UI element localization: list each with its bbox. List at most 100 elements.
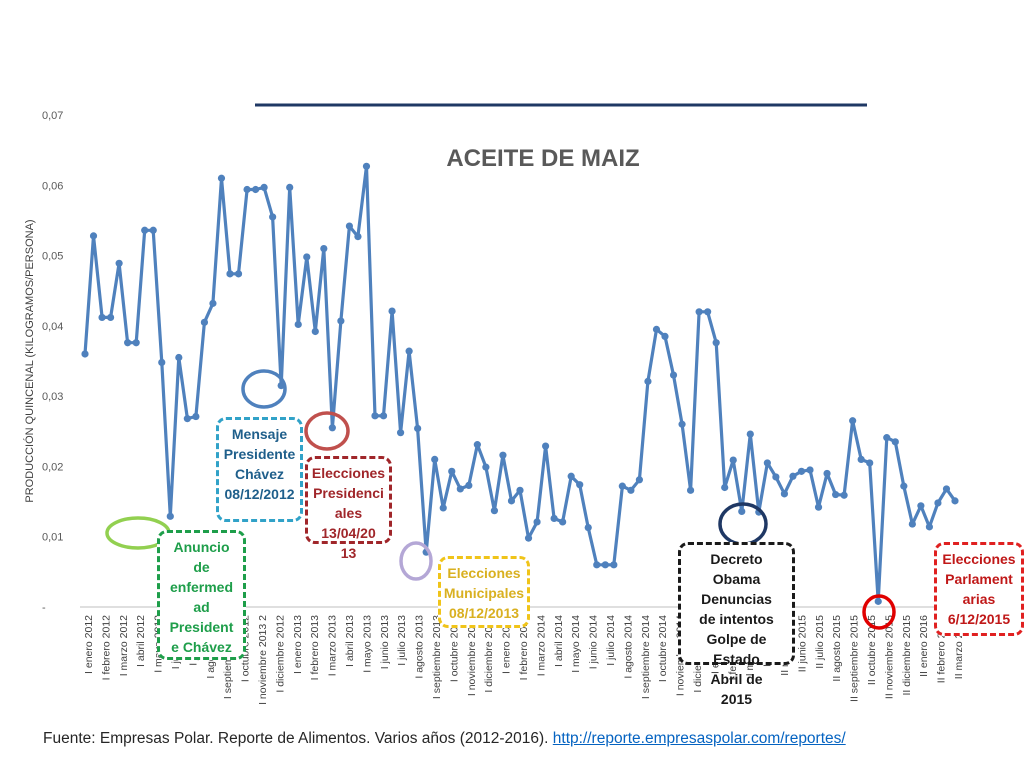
data-point [269, 213, 277, 221]
x-tick-label: II julio 2015 [814, 615, 826, 669]
data-point [115, 259, 123, 267]
data-point [209, 299, 217, 307]
x-tick-label: II agosto 2015 [831, 615, 843, 682]
data-point [618, 482, 626, 490]
source-link[interactable]: http://reporte.empresaspolar.com/reporte… [552, 730, 846, 747]
data-point [695, 308, 703, 316]
annotation-line: Mensaje [231, 426, 288, 442]
y-axis-ticks: - 0,01 0,02 0,03 0,04 0,05 0,06 0,07 [42, 110, 63, 614]
data-point [328, 424, 336, 432]
data-point [251, 185, 260, 194]
data-point [183, 415, 191, 423]
data-point [431, 455, 439, 463]
data-point [584, 523, 592, 532]
x-tick-label: I enero 2013 [292, 615, 304, 674]
data-point [712, 339, 720, 347]
data-point [524, 534, 533, 542]
x-tick-label: II noviembre 2015 [883, 615, 895, 699]
data-point [354, 232, 362, 241]
x-tick-label: I diciembre 2013 [483, 615, 495, 693]
source-footnote: Fuente: Empresas Polar. Reporte de Alime… [43, 730, 846, 748]
data-point [797, 467, 806, 475]
x-tick-label: I febrero 2013 [309, 615, 321, 681]
annotation-elecciones-municipales: Elecciones Municipales 08/12/2013 [438, 556, 530, 628]
data-point [644, 377, 652, 385]
y-tick-label: 0,04 [42, 321, 63, 333]
data-point [891, 438, 899, 446]
x-tick-label: II junio 2015 [796, 615, 808, 672]
x-tick-label: II septiembre 2015 [849, 615, 861, 702]
data-point [158, 358, 166, 367]
annotation-line: e Chávez [171, 639, 232, 655]
data-point [234, 270, 243, 278]
data-point [414, 424, 422, 433]
data-point [652, 325, 661, 333]
data-point [729, 456, 737, 464]
annotation-line: 08/12/2012 [224, 486, 295, 502]
data-point [541, 442, 550, 450]
data-point [567, 472, 575, 480]
y-tick-label: - [42, 602, 46, 614]
x-tick-label: I octubre 2013 [448, 615, 460, 682]
x-tick-label: I junio 2014 [588, 615, 600, 669]
x-tick-label: I febrero 2012 [100, 615, 112, 681]
annotation-anuncio-enfermedad: Anuncio de enfermed ad President e Chávez [157, 530, 246, 660]
y-tick-label: 0,03 [42, 391, 63, 403]
annotation-line: ales [334, 505, 363, 521]
annotation-line: 13/04/20 [321, 525, 376, 541]
data-point [337, 317, 345, 325]
x-tick-label: I junio 2013 [379, 615, 391, 669]
data-point [593, 561, 601, 569]
purple-ellipse-marker [399, 541, 433, 581]
x-tick-label: I enero 2012 [83, 615, 95, 674]
data-point [678, 420, 686, 428]
data-point [448, 467, 456, 475]
x-tick-label: I enero 2014 [501, 615, 513, 674]
annotation-line: 2015 [720, 691, 753, 707]
x-tick-label: I marzo 2013 [327, 615, 339, 676]
annotation-line: Elecciones [447, 565, 521, 581]
annotation-line: de intentos [699, 611, 774, 627]
annotation-line: Denuncias [701, 591, 772, 607]
x-tick-label: II diciembre 2015 [901, 615, 913, 696]
annotation-decreto-obama: Decreto Obama Denuncias de intentos Golpe de… [678, 542, 795, 707]
data-point [874, 597, 882, 605]
y-axis-title: PRODUCCIÓN QUINCENAL (KILOGRAMOS/PERSONA… [23, 219, 36, 502]
blue-circle-marker [241, 369, 287, 409]
x-tick-label: I diciembre 2012 [274, 615, 286, 693]
data-point [661, 332, 669, 340]
annotation-line: Parlament [945, 571, 1013, 587]
x-tick-label: I julio 2013 [396, 615, 408, 666]
data-point [362, 162, 371, 170]
data-point [106, 313, 115, 322]
data-point [610, 561, 618, 569]
annotation-line: Elecciones [942, 551, 1016, 567]
data-point [669, 371, 678, 379]
data-point [772, 473, 780, 481]
x-tick-label: I septiembre 2014 [640, 615, 652, 699]
data-point [840, 491, 848, 499]
annotation-line: Presidenci [313, 485, 384, 501]
data-point [951, 497, 959, 505]
data-point [934, 499, 942, 507]
data-point [371, 412, 379, 420]
data-point [823, 469, 831, 478]
data-point [601, 561, 609, 569]
y-tick-label: 0,01 [42, 532, 63, 544]
data-point [98, 313, 106, 322]
data-point [345, 222, 354, 230]
x-tick-label: I febrero 2014 [518, 615, 530, 681]
x-tick-label: I octubre 2014 [657, 615, 669, 682]
data-point [814, 503, 823, 511]
data-point [166, 512, 174, 520]
data-point [746, 430, 754, 438]
y-tick-label: 0,06 [42, 180, 63, 192]
x-tick-label: I mayo 2014 [570, 615, 582, 673]
red-circle-marker [304, 411, 350, 451]
data-point [311, 327, 319, 336]
y-tick-label: 0,05 [42, 251, 63, 263]
data-point [141, 226, 149, 234]
annotation-line: Decreto [710, 551, 763, 567]
data-point [559, 518, 567, 526]
data-point [439, 504, 447, 512]
